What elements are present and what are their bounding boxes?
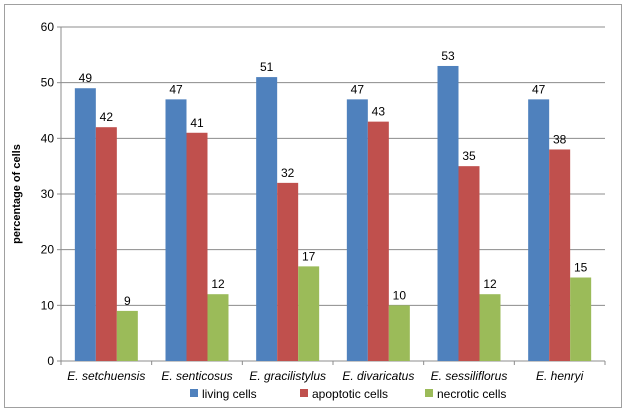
data-label: 51 bbox=[260, 60, 274, 74]
bar bbox=[116, 310, 138, 361]
legend-swatch bbox=[300, 389, 308, 397]
data-label: 32 bbox=[281, 166, 295, 180]
bar bbox=[528, 99, 550, 361]
x-category-label: E. setchuensis bbox=[67, 369, 145, 383]
data-label: 47 bbox=[532, 82, 546, 96]
data-label: 12 bbox=[211, 277, 225, 291]
axes bbox=[57, 26, 606, 365]
bar bbox=[207, 294, 229, 361]
x-category-label: E. divaricatus bbox=[342, 369, 414, 383]
x-category-label: E. henryi bbox=[536, 369, 584, 383]
data-label: 9 bbox=[124, 294, 131, 308]
x-category-label: E. senticosus bbox=[161, 369, 232, 383]
legend-label: necrotic cells bbox=[437, 387, 506, 401]
bar bbox=[549, 149, 571, 361]
bar bbox=[186, 132, 208, 361]
data-label: 38 bbox=[553, 132, 567, 146]
tick-labels: 0 10 20 30 40 50 60 E. setchuensis E. senticosus… bbox=[41, 20, 584, 383]
data-label: 17 bbox=[302, 249, 316, 263]
bars bbox=[74, 65, 592, 361]
y-axis-title: percentage of cells bbox=[11, 144, 23, 244]
data-label: 42 bbox=[100, 110, 114, 124]
bar bbox=[479, 294, 501, 361]
y-tick-label: 0 bbox=[47, 354, 54, 368]
y-tick-label: 60 bbox=[41, 20, 55, 34]
data-label: 10 bbox=[393, 288, 407, 302]
y-tick-label: 40 bbox=[41, 131, 55, 145]
data-labels: 49 42 9 47 41 12 51 32 17 47 43 10 53 35 12 47 38 15 bbox=[79, 49, 588, 308]
legend-label: living cells bbox=[202, 387, 257, 401]
data-label: 53 bbox=[441, 49, 455, 63]
bar bbox=[256, 77, 278, 361]
data-label: 47 bbox=[351, 82, 365, 96]
bar bbox=[277, 182, 299, 361]
legend: living cells apoptotic cells necrotic cell… bbox=[190, 387, 506, 401]
gridlines bbox=[61, 26, 605, 306]
bar bbox=[458, 166, 480, 361]
bar bbox=[298, 266, 320, 361]
data-label: 41 bbox=[190, 116, 204, 130]
data-label: 49 bbox=[79, 71, 93, 85]
bar bbox=[367, 121, 389, 361]
x-category-label: E. sessiliflorus bbox=[431, 369, 508, 383]
bar bbox=[346, 99, 368, 361]
data-label: 12 bbox=[483, 277, 497, 291]
legend-swatch bbox=[190, 389, 198, 397]
data-label: 43 bbox=[372, 105, 386, 119]
data-label: 15 bbox=[574, 261, 588, 275]
bar bbox=[74, 88, 96, 361]
y-tick-label: 20 bbox=[41, 243, 55, 257]
data-label: 35 bbox=[462, 149, 476, 163]
legend-swatch bbox=[425, 389, 433, 397]
bar bbox=[95, 127, 117, 361]
y-tick-label: 10 bbox=[41, 298, 55, 312]
bar bbox=[437, 65, 459, 361]
data-label: 47 bbox=[169, 82, 183, 96]
bar bbox=[165, 99, 187, 361]
y-tick-label: 50 bbox=[41, 76, 55, 90]
legend-label: apoptotic cells bbox=[312, 387, 388, 401]
bar bbox=[570, 277, 592, 361]
y-tick-label: 30 bbox=[41, 187, 55, 201]
x-category-label: E. gracilistylus bbox=[249, 369, 326, 383]
bar bbox=[388, 305, 410, 361]
